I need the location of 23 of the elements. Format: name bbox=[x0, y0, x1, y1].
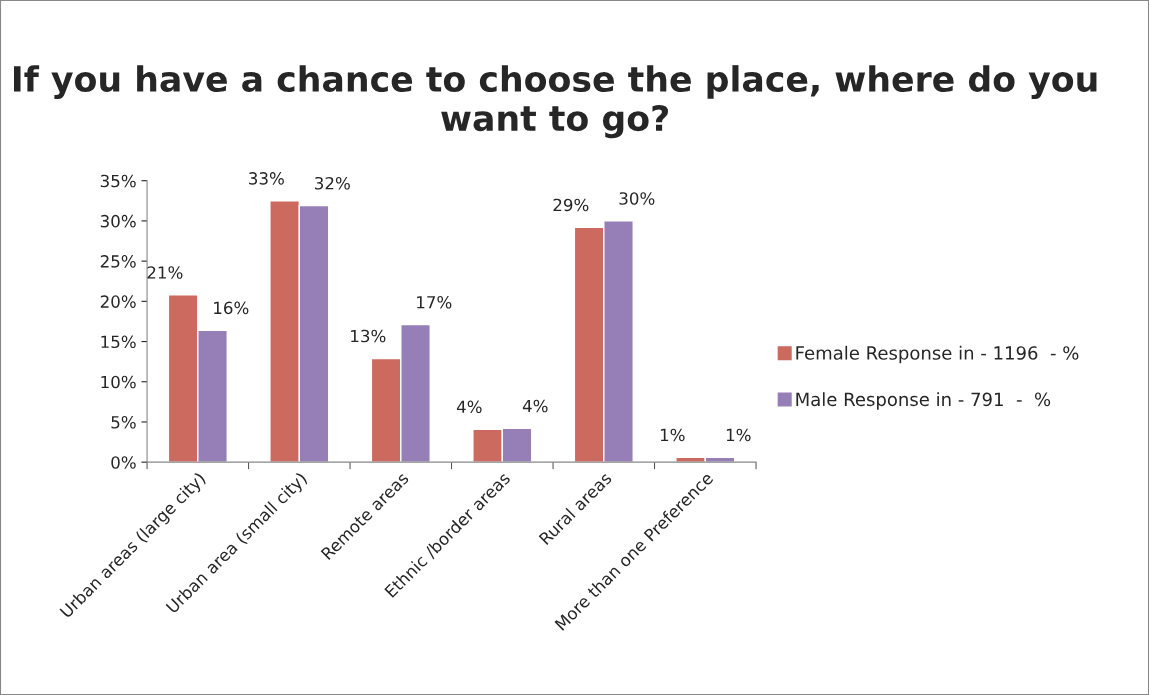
y-tick-label: 15% bbox=[101, 335, 136, 349]
data-label: 32% bbox=[315, 176, 350, 190]
data-label: 16% bbox=[214, 301, 249, 315]
y-tick-label: 0% bbox=[111, 456, 136, 469]
data-label: 29% bbox=[553, 198, 589, 212]
y-tick-label: 30% bbox=[100, 214, 136, 228]
y-tick-label: 20% bbox=[100, 295, 136, 308]
data-label: 33% bbox=[249, 172, 284, 185]
data-label: 1% bbox=[660, 428, 685, 442]
data-label: 1% bbox=[726, 428, 751, 442]
legend-label: Male Response in - 791 - % bbox=[796, 392, 1051, 410]
data-label: 4% bbox=[456, 400, 482, 414]
data-label: 13% bbox=[351, 329, 386, 343]
chart-title: If you have a chance to choose the place, where do you want to go? bbox=[14, 65, 1097, 139]
data-label: 17% bbox=[417, 295, 452, 309]
legend-label: Female Response in - 1196 - % bbox=[796, 345, 1079, 364]
data-label: 21% bbox=[147, 266, 183, 279]
data-label: 30% bbox=[619, 192, 655, 205]
data-label: 4% bbox=[522, 399, 548, 413]
y-tick-label: 5% bbox=[111, 415, 136, 429]
y-tick-label: 35% bbox=[100, 174, 136, 188]
y-tick-label: 10% bbox=[101, 375, 136, 389]
y-tick-label: 25% bbox=[100, 255, 136, 268]
